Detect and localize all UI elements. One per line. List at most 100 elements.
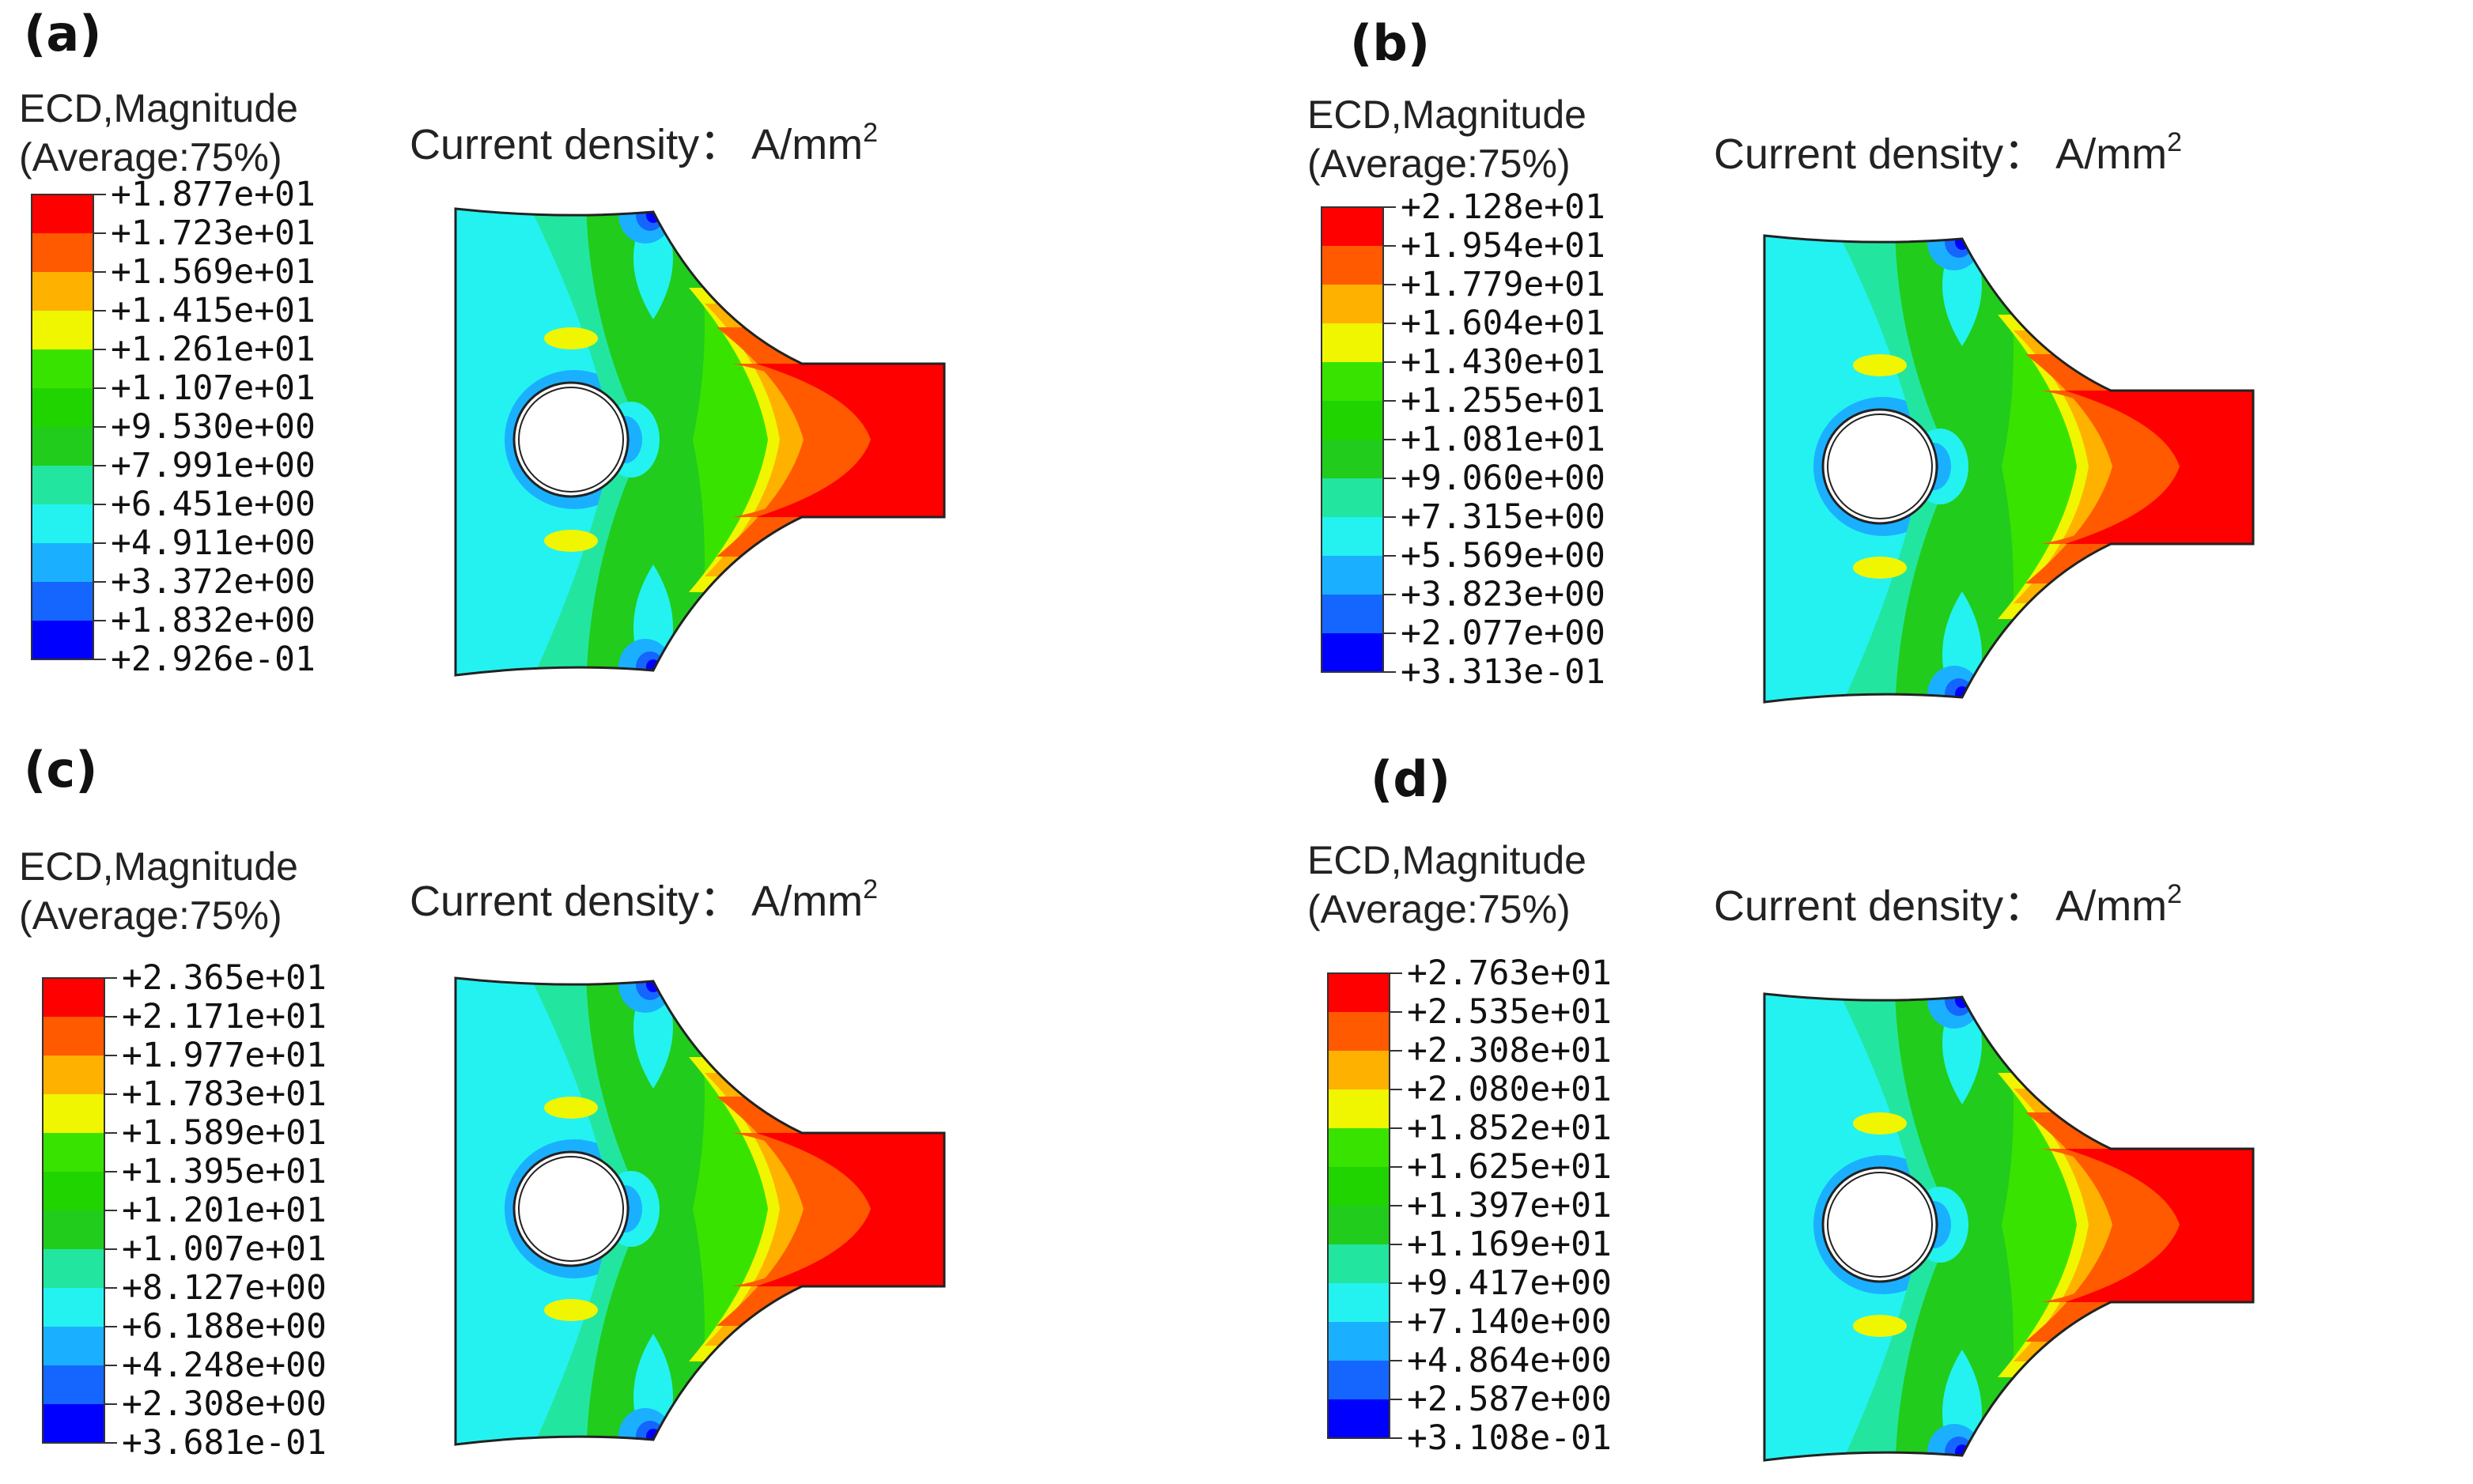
- legend-color-band: [1328, 973, 1390, 1012]
- legend-tick-label: +1.779e+01: [1401, 265, 1605, 304]
- specimen-outline: [454, 207, 946, 677]
- legend-tick-label: +1.169e+01: [1407, 1225, 1612, 1264]
- legend-tick-label: +3.313e-01: [1401, 652, 1605, 692]
- legend-tick-label: +1.255e+01: [1401, 381, 1605, 421]
- contour-band: [1853, 1112, 1907, 1135]
- legend-tick-label: +2.080e+01: [1407, 1070, 1612, 1109]
- color-legend: +2.365e+01+2.171e+01+1.977e+01+1.783e+01…: [42, 958, 327, 1463]
- contour-band: [2065, 391, 2253, 544]
- legend-color-band: [32, 543, 93, 582]
- legend-color-band: [1328, 1283, 1390, 1322]
- legend-tick-label: +8.127e+00: [122, 1268, 327, 1308]
- panel-a: (a) ECD,Magnitude (Average:75%) Current …: [0, 0, 1236, 741]
- legend-color-band: [32, 582, 93, 621]
- legend-tick-label: +1.107e+01: [111, 368, 316, 408]
- panel-c: (c) ECD,Magnitude (Average:75%) Current …: [0, 741, 1236, 1482]
- legend-tick-label: +9.530e+00: [111, 407, 316, 447]
- color-legend: +2.128e+01+1.954e+01+1.779e+01+1.604e+01…: [1321, 187, 1605, 692]
- legend-tick-label: +2.926e-01: [111, 640, 316, 679]
- legend-tick-label: +1.852e+01: [1407, 1108, 1612, 1148]
- legend-color-band: [1328, 1361, 1390, 1399]
- contour-band: [544, 327, 598, 349]
- legend-tick-label: +6.451e+00: [111, 485, 316, 524]
- legend-color-band: [32, 194, 93, 233]
- legend-tick-label: +2.308e+00: [122, 1384, 327, 1424]
- legend-tick-label: +1.604e+01: [1401, 304, 1605, 343]
- contour-band: [1853, 557, 1907, 579]
- legend-tick-label: +9.417e+00: [1407, 1263, 1612, 1303]
- legend-color-band: [1322, 595, 1383, 633]
- panel-label: (a): [24, 5, 102, 62]
- legend-color-band: [1322, 362, 1383, 401]
- legend-tick-label: +1.397e+01: [1407, 1186, 1612, 1225]
- legend-tick-label: +1.625e+01: [1407, 1147, 1612, 1187]
- specimen-contour-plot: [454, 976, 946, 1446]
- legend-tick-label: +1.832e+00: [111, 601, 316, 640]
- legend-tick-label: +4.911e+00: [111, 523, 316, 563]
- legend-subtitle: (Average:75%): [19, 135, 282, 179]
- legend-tick-label: +5.569e+00: [1401, 536, 1605, 576]
- legend-color-band: [43, 1172, 104, 1210]
- legend-color-band: [1328, 1051, 1390, 1089]
- legend-color-band: [43, 1133, 104, 1172]
- plot-title: Current density： A/mm2: [410, 874, 879, 925]
- panel-d: (d) ECD,Magnitude (Average:75%) Current …: [1236, 741, 2472, 1482]
- contour-band: [2065, 1149, 2253, 1302]
- legend-color-band: [1322, 517, 1383, 556]
- legend-header: ECD,Magnitude (Average:75%): [19, 842, 298, 940]
- legend-color-band: [32, 621, 93, 659]
- legend-tick-label: +2.763e+01: [1407, 953, 1612, 993]
- legend-color-band: [1328, 1012, 1390, 1051]
- legend-color-band: [32, 272, 93, 311]
- legend-tick-label: +2.535e+01: [1407, 992, 1612, 1032]
- legend-tick-label: +2.077e+00: [1401, 614, 1605, 653]
- legend-tick-label: +2.128e+01: [1401, 187, 1605, 227]
- legend-tick-label: +1.783e+01: [122, 1074, 327, 1114]
- legend-tick-label: +7.315e+00: [1401, 497, 1605, 537]
- legend-tick-label: +9.060e+00: [1401, 459, 1605, 498]
- legend-color-band: [1328, 1128, 1390, 1167]
- legend-color-band: [43, 1210, 104, 1249]
- contour-band: [756, 364, 944, 517]
- specimen-outline: [454, 976, 946, 1446]
- legend-subtitle: (Average:75%): [19, 893, 282, 938]
- specimen-contour-plot: [1763, 992, 2255, 1462]
- legend-header: ECD,Magnitude (Average:75%): [1307, 90, 1586, 188]
- legend-tick-label: +1.723e+01: [111, 213, 316, 253]
- legend-color-band: [1328, 1244, 1390, 1283]
- legend-color-band: [1322, 207, 1383, 246]
- plot-title: Current density： A/mm2: [1714, 127, 2183, 178]
- legend-tick-label: +1.589e+01: [122, 1113, 327, 1153]
- legend-tick-label: +2.365e+01: [122, 958, 327, 998]
- legend-color-band: [43, 1094, 104, 1133]
- legend-color-band: [43, 1288, 104, 1327]
- legend-color-band: [1322, 478, 1383, 517]
- legend-subtitle: (Average:75%): [1307, 142, 1571, 186]
- contour-band: [544, 1299, 598, 1321]
- legend-color-band: [32, 388, 93, 427]
- legend-tick-label: +1.877e+01: [111, 175, 316, 214]
- legend-tick-label: +2.171e+01: [122, 997, 327, 1037]
- legend-tick-label: +1.395e+01: [122, 1152, 327, 1191]
- legend-color-band: [1328, 1167, 1390, 1206]
- hole-inner-edge: [518, 387, 624, 493]
- legend-tick-label: +3.108e-01: [1407, 1418, 1612, 1458]
- legend-title: ECD,Magnitude: [19, 86, 298, 130]
- specimen-outline: [1763, 234, 2255, 704]
- contour-band: [1853, 354, 1907, 376]
- legend-tick-label: +1.569e+01: [111, 252, 316, 292]
- legend-color-band: [43, 1249, 104, 1288]
- specimen-contour-plot: [1763, 234, 2255, 704]
- legend-tick-label: +7.140e+00: [1407, 1302, 1612, 1342]
- legend-header: ECD,Magnitude (Average:75%): [1307, 836, 1586, 934]
- legend-color-band: [1328, 1089, 1390, 1128]
- contour-band: [544, 530, 598, 552]
- panel-label: (c): [24, 741, 98, 799]
- legend-color-band: [43, 978, 104, 1017]
- plot-title: Current density： A/mm2: [1714, 879, 2183, 930]
- legend-tick-label: +2.308e+01: [1407, 1031, 1612, 1071]
- specimen-contour-plot: [454, 207, 946, 677]
- legend-color-band: [43, 1017, 104, 1055]
- legend-tick-label: +1.430e+01: [1401, 342, 1605, 382]
- legend-color-band: [43, 1365, 104, 1404]
